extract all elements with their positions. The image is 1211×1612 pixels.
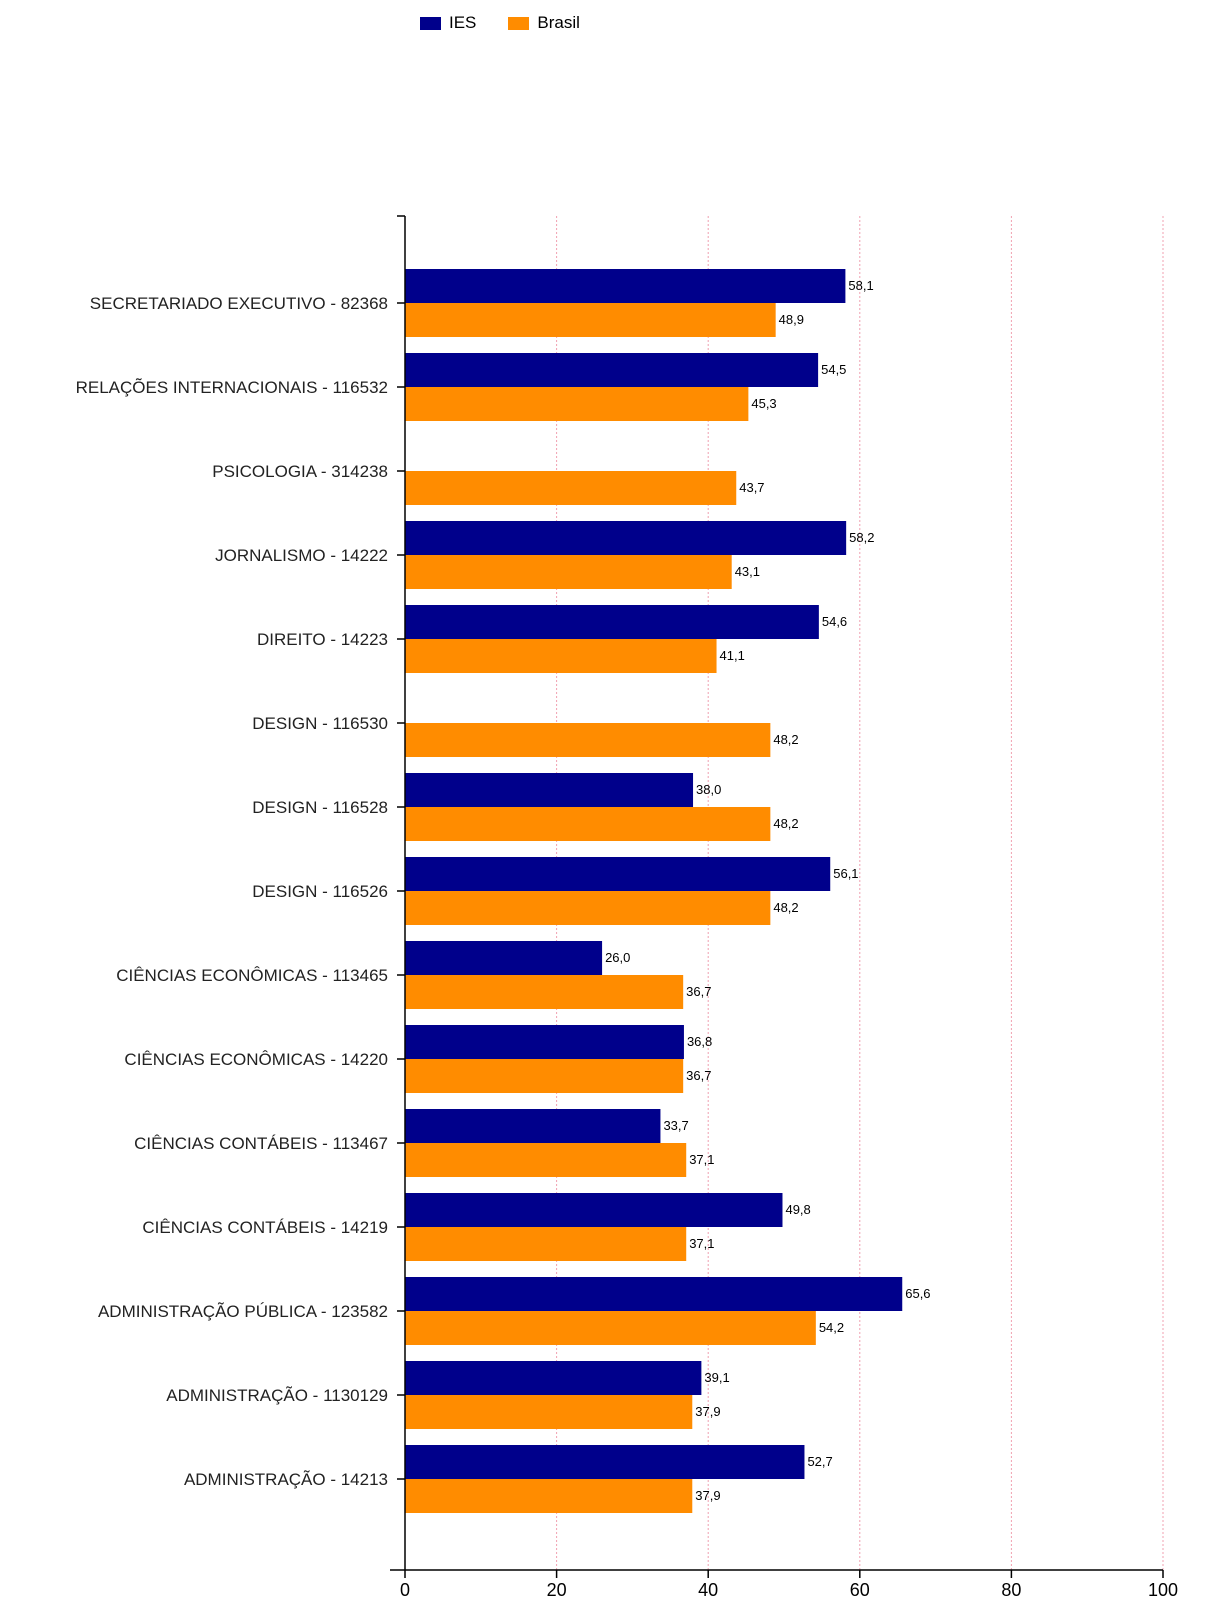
x-tick-label: 100 [1148, 1580, 1178, 1600]
category-label: CIÊNCIAS ECONÔMICAS - 113465 [116, 966, 388, 985]
category-label: CIÊNCIAS CONTÁBEIS - 14219 [142, 1218, 388, 1237]
bar-value-label: 56,1 [833, 866, 858, 881]
category-label: CIÊNCIAS CONTÁBEIS - 113467 [134, 1134, 388, 1153]
bar-brasil [405, 555, 732, 589]
category-label: DESIGN - 116530 [252, 714, 388, 733]
category-label: SECRETARIADO EXECUTIVO - 82368 [90, 294, 388, 313]
legend-label-ies: IES [449, 13, 477, 32]
bar-brasil [405, 807, 771, 841]
bar-ies [405, 773, 694, 807]
bar-brasil [405, 471, 737, 505]
category-label: ADMINISTRAÇÃO - 1130129 [166, 1386, 388, 1405]
bar-value-label: 36,8 [687, 1034, 712, 1049]
bar-value-label: 48,9 [779, 312, 804, 327]
bar-value-label: 48,2 [773, 732, 798, 747]
bar-value-label: 36,7 [686, 1068, 711, 1083]
x-tick-label: 40 [698, 1580, 718, 1600]
x-tick-label: 20 [547, 1580, 567, 1600]
bar-brasil [405, 1311, 816, 1345]
bar-value-label: 54,5 [821, 362, 846, 377]
bar-brasil [405, 723, 771, 757]
bar-brasil [405, 891, 771, 925]
bar-value-label: 43,7 [739, 480, 764, 495]
bar-value-label: 43,1 [735, 564, 760, 579]
bar-value-label: 33,7 [663, 1118, 688, 1133]
legend-item-brasil: Brasil [508, 13, 580, 33]
bar-brasil [405, 975, 684, 1009]
bar-ies [405, 1277, 903, 1311]
x-tick-label: 60 [850, 1580, 870, 1600]
category-label: DESIGN - 116526 [252, 882, 388, 901]
bar-value-label: 52,7 [807, 1454, 832, 1469]
bar-value-label: 54,2 [819, 1320, 844, 1335]
bar-value-label: 65,6 [905, 1286, 930, 1301]
bar-ies [405, 353, 819, 387]
bar-value-label: 37,1 [689, 1152, 714, 1167]
category-label: JORNALISMO - 14222 [215, 546, 388, 565]
bar-value-label: 26,0 [605, 950, 630, 965]
bar-value-label: 49,8 [785, 1202, 810, 1217]
bar-value-label: 48,2 [773, 816, 798, 831]
bar-ies [405, 1109, 661, 1143]
category-label: DIREITO - 14223 [257, 630, 388, 649]
bar-value-label: 36,7 [686, 984, 711, 999]
bar-value-label: 45,3 [751, 396, 776, 411]
bar-brasil [405, 1479, 693, 1513]
bar-ies [405, 521, 847, 555]
bar-value-label: 37,1 [689, 1236, 714, 1251]
bar-brasil [405, 1395, 693, 1429]
bar-brasil [405, 387, 749, 421]
bar-value-label: 48,2 [773, 900, 798, 915]
category-label: CIÊNCIAS ECONÔMICAS - 14220 [124, 1050, 388, 1069]
category-label: ADMINISTRAÇÃO PÚBLICA - 123582 [98, 1302, 388, 1321]
bar-value-label: 37,9 [695, 1404, 720, 1419]
category-label: DESIGN - 116528 [252, 798, 388, 817]
category-label: ADMINISTRAÇÃO - 14213 [184, 1470, 388, 1489]
bar-ies [405, 269, 846, 303]
bar-value-label: 58,1 [848, 278, 873, 293]
bar-ies [405, 1361, 702, 1395]
bar-value-label: 54,6 [822, 614, 847, 629]
bar-brasil [405, 303, 776, 337]
bar-value-label: 39,1 [704, 1370, 729, 1385]
bar-value-label: 38,0 [696, 782, 721, 797]
bar-ies [405, 941, 603, 975]
bar-ies [405, 605, 819, 639]
bar-ies [405, 1025, 684, 1059]
bar-brasil [405, 639, 717, 673]
x-tick-label: 80 [1001, 1580, 1021, 1600]
legend-swatch-ies [420, 16, 441, 30]
chart-legend: IES Brasil [420, 13, 612, 33]
legend-label-brasil: Brasil [537, 13, 580, 32]
legend-item-ies: IES [420, 13, 476, 33]
category-label: PSICOLOGIA - 314238 [212, 462, 388, 481]
bar-ies [405, 1193, 783, 1227]
bar-brasil [405, 1143, 687, 1177]
bar-ies [405, 857, 831, 891]
category-label: RELAÇÕES INTERNACIONAIS - 116532 [76, 378, 388, 397]
x-tick-label: 0 [400, 1580, 410, 1600]
bar-ies [405, 1445, 805, 1479]
bar-value-label: 37,9 [695, 1488, 720, 1503]
bar-value-label: 58,2 [849, 530, 874, 545]
legend-swatch-brasil [508, 16, 530, 30]
bar-value-label: 41,1 [720, 648, 745, 663]
bar-brasil [405, 1059, 684, 1093]
bar-brasil [405, 1227, 687, 1261]
